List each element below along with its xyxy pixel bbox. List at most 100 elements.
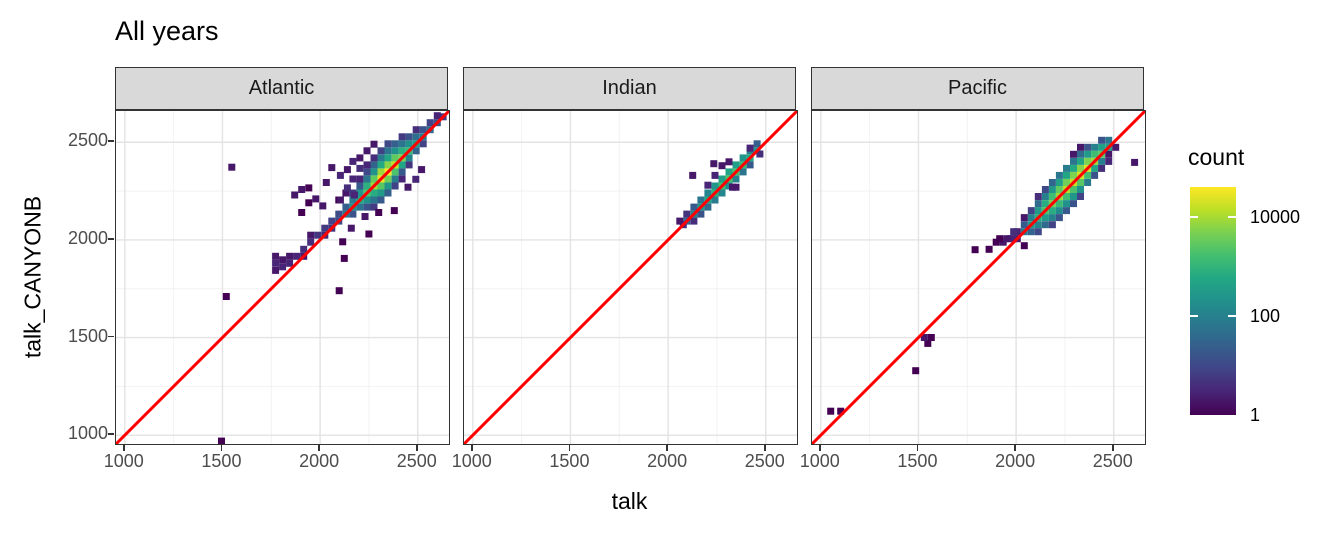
count-bin <box>391 147 399 155</box>
count-bin <box>1020 242 1028 250</box>
count-bin <box>349 210 357 218</box>
x-tick-mark <box>666 444 668 451</box>
count-bin <box>272 266 280 274</box>
count-bin <box>690 203 698 211</box>
count-bin <box>1020 221 1028 229</box>
count-bin <box>343 184 351 192</box>
count-bin <box>363 182 371 190</box>
x-tick-mark <box>916 444 919 451</box>
count-bin <box>363 196 371 204</box>
count-bin <box>412 175 420 183</box>
count-bin <box>398 133 406 141</box>
count-bin <box>412 147 420 155</box>
count-bin <box>298 209 306 216</box>
count-bin <box>351 191 358 199</box>
facet-plot-pacific <box>812 111 1145 444</box>
count-bin <box>375 209 383 216</box>
count-bin <box>377 168 385 176</box>
count-bin <box>1105 150 1113 158</box>
count-bin <box>1034 221 1042 229</box>
count-bin <box>725 168 733 176</box>
count-bin <box>412 133 420 141</box>
x-tick-mark <box>819 444 821 451</box>
count-bin <box>1041 186 1049 193</box>
count-bin <box>312 195 320 203</box>
count-bin <box>398 168 406 176</box>
count-bin <box>363 168 371 176</box>
count-bin <box>1091 143 1099 151</box>
count-bin <box>732 183 740 191</box>
count-bin <box>1055 179 1063 186</box>
x-tick-mark <box>1112 444 1114 451</box>
count-bin <box>1098 143 1106 151</box>
colorbar-tick <box>1190 215 1198 218</box>
count-bin <box>1063 193 1070 200</box>
count-bin <box>377 182 385 190</box>
count-bin <box>398 147 406 155</box>
count-bin <box>1048 207 1056 215</box>
count-bin <box>347 224 355 232</box>
count-bin <box>1041 193 1049 200</box>
count-bin <box>356 154 364 162</box>
count-bin <box>1077 186 1084 193</box>
x-tick-mark <box>471 444 473 451</box>
y-tick-label: 2500 <box>67 130 108 151</box>
x-tick-label: 2000 <box>299 451 340 471</box>
count-bin <box>1105 136 1113 144</box>
count-bin <box>1098 157 1106 165</box>
count-bin <box>985 245 993 253</box>
count-bin <box>912 367 920 375</box>
count-bin <box>300 245 308 253</box>
count-bin <box>349 175 357 183</box>
y-axis-title: talk_CANYONB <box>19 195 46 359</box>
count-bin <box>419 140 427 148</box>
x-axis-title: talk <box>611 488 648 514</box>
count-bin <box>391 182 399 190</box>
count-bin <box>336 196 344 204</box>
count-bin <box>1048 193 1056 200</box>
y-tick-mark <box>107 433 114 435</box>
count-bin <box>356 182 364 190</box>
legend-tick-label: 100 <box>1250 305 1281 326</box>
count-bin <box>405 154 413 162</box>
count-bin <box>718 162 726 170</box>
count-bin <box>711 196 719 204</box>
x-tick-label: 2000 <box>995 451 1036 471</box>
count-bin <box>704 189 712 197</box>
count-bin <box>377 154 385 162</box>
count-bin <box>377 196 385 204</box>
count-bin <box>1048 179 1056 186</box>
count-bin <box>704 203 712 211</box>
count-bin <box>1070 200 1077 208</box>
count-bin <box>370 168 378 176</box>
y-tick-mark <box>107 335 114 338</box>
count-bin <box>405 140 413 148</box>
count-bin <box>1055 214 1063 222</box>
count-bin <box>405 161 413 169</box>
count-bin <box>1084 171 1092 179</box>
count-bin <box>370 154 378 162</box>
count-bin <box>1112 143 1120 151</box>
count-bin <box>398 161 406 169</box>
count-bin <box>384 189 392 197</box>
count-bin <box>398 175 406 183</box>
count-bin <box>370 161 378 169</box>
legend-tick-label: 10000 <box>1250 206 1301 227</box>
legend-title: count <box>1188 144 1245 170</box>
x-tick-mark <box>416 444 418 451</box>
count-bin <box>1063 171 1070 179</box>
count-bin <box>356 189 364 197</box>
count-bin <box>837 407 845 415</box>
count-bin <box>746 161 754 169</box>
x-tick-label: 1000 <box>451 451 492 471</box>
count-bin <box>377 189 385 197</box>
count-bin <box>365 230 373 238</box>
colorbar-tick <box>1228 215 1236 218</box>
count-bin <box>321 224 329 232</box>
count-bin <box>920 334 928 341</box>
count-bin <box>293 252 301 260</box>
count-bin <box>756 150 764 158</box>
count-bin <box>1077 179 1084 186</box>
count-bin <box>307 238 315 246</box>
